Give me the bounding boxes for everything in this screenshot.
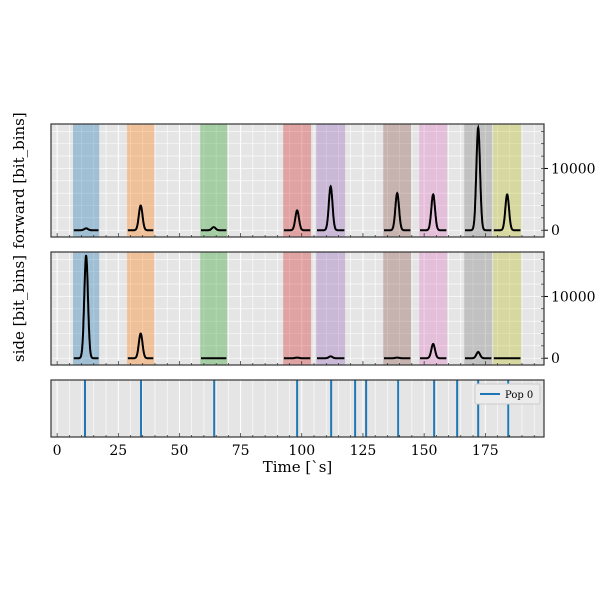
- band-4: [316, 252, 346, 365]
- panel-0: 0 10000 forward [bit_bins]: [10, 112, 596, 248]
- legend-label: Pop 0: [505, 390, 533, 401]
- trace-1: [127, 204, 154, 232]
- trace-0: [73, 227, 99, 232]
- band-4: [316, 124, 346, 237]
- trace-5: [384, 356, 411, 360]
- trace-5: [384, 191, 411, 232]
- band-8: [493, 124, 522, 237]
- y-axis-label: forward [bit_bins]: [10, 112, 28, 248]
- x-tick-label: 0: [53, 443, 62, 459]
- plot-frame: [50, 123, 545, 238]
- panel-2: 0 25 50 75 100 125 150 175 Time [`s]: [50, 379, 545, 476]
- band-6: [419, 252, 448, 365]
- x-tick-label: 50: [171, 443, 189, 459]
- band-2: [200, 252, 228, 365]
- band-0: [73, 252, 100, 365]
- band-8: [493, 252, 522, 365]
- band-6: [419, 124, 448, 237]
- x-tick-label: 75: [232, 443, 250, 459]
- band-7: [464, 252, 493, 365]
- trace-1: [127, 332, 154, 360]
- plot-background: [51, 252, 544, 365]
- band-5: [383, 124, 412, 237]
- y-tick-label: 0: [551, 351, 560, 367]
- trace-2: [201, 226, 227, 232]
- x-tick-label: 25: [109, 443, 127, 459]
- band-5: [383, 252, 412, 365]
- x-tick-label: 100: [288, 443, 315, 459]
- y-tick-label: 0: [551, 223, 560, 239]
- trace-4: [317, 355, 345, 360]
- trace-0: [73, 254, 99, 360]
- y-axis-label: side [bit_bins]: [10, 255, 28, 362]
- trace-7: [465, 123, 492, 232]
- y-tick-label: 10000: [551, 161, 596, 177]
- trace-3: [283, 209, 311, 232]
- trace-6: [420, 192, 447, 232]
- band-1: [127, 124, 155, 237]
- band-3: [283, 124, 312, 237]
- trace-6: [420, 342, 447, 360]
- plot-background: [51, 124, 544, 237]
- x-tick-label: 175: [472, 443, 499, 459]
- x-tick-label: 150: [411, 443, 438, 459]
- band-3: [283, 252, 312, 365]
- band-2: [200, 124, 228, 237]
- legend: Pop 0: [474, 383, 541, 405]
- band-0: [73, 124, 100, 237]
- plot-frame: [50, 379, 545, 438]
- band-7: [464, 124, 493, 237]
- plot-frame: [50, 251, 545, 366]
- trace-3: [283, 356, 311, 360]
- x-tick-label: 125: [350, 443, 377, 459]
- y-tick-label: 10000: [551, 289, 596, 305]
- trace-4: [317, 184, 345, 232]
- panel-1: 0 10000 side [bit_bins]: [10, 251, 596, 367]
- trace-7: [465, 350, 492, 360]
- x-axis-label: Time [`s]: [263, 458, 333, 476]
- legend-box: [474, 383, 541, 405]
- band-1: [127, 252, 155, 365]
- trace-8: [493, 193, 521, 232]
